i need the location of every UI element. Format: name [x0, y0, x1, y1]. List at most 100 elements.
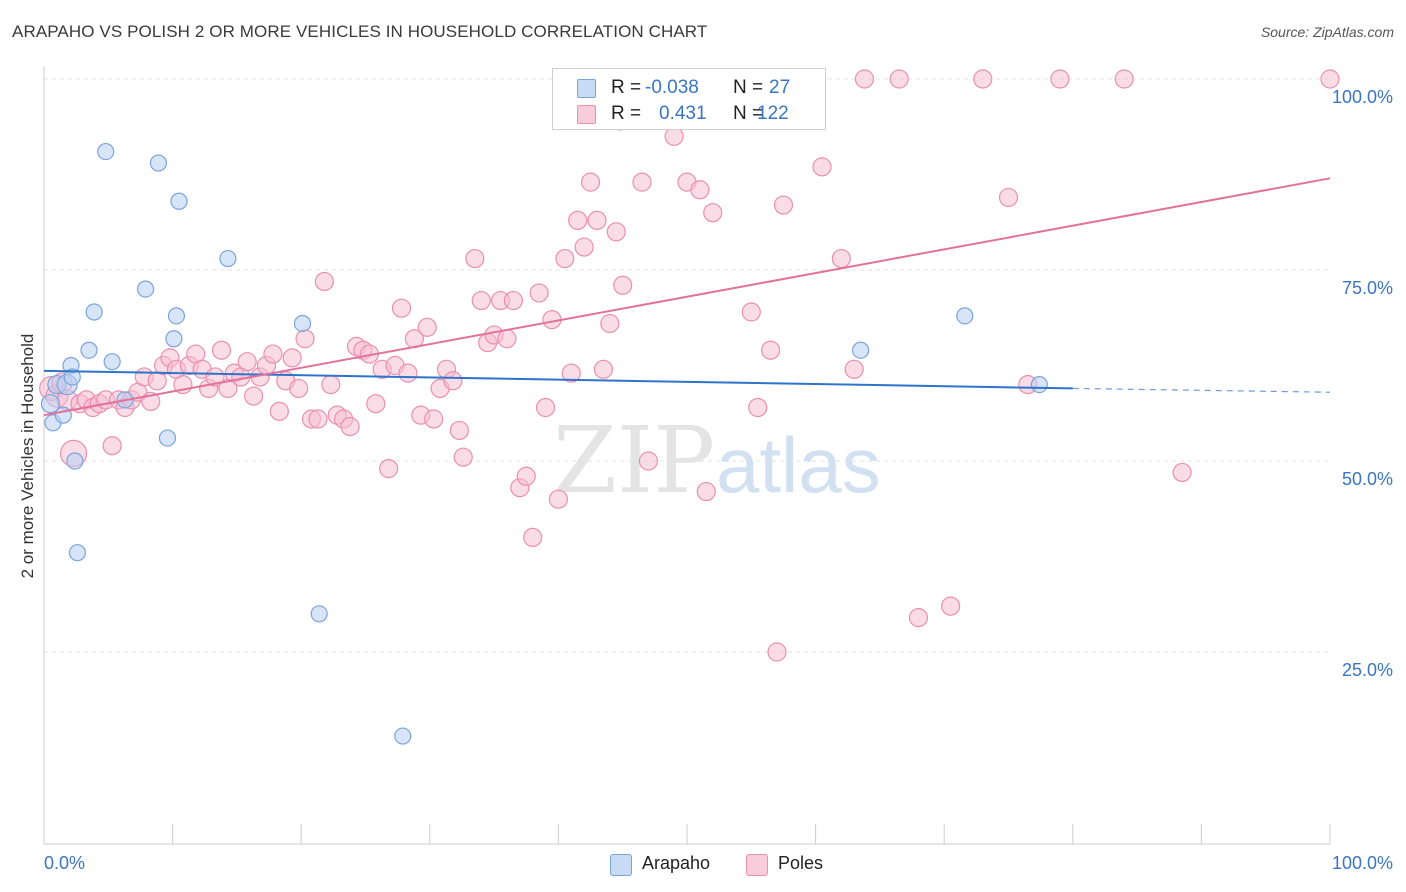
tick-labels: 25.0% 50.0% 75.0% 100.0% 0.0% 100.0% [44, 87, 1393, 873]
poles-point [529, 283, 549, 303]
arapaho-point [167, 307, 186, 325]
poles-point [417, 317, 437, 337]
poles-point [497, 329, 517, 349]
arapaho-legend-label: Arapaho [642, 853, 711, 873]
arapaho-point [170, 192, 188, 210]
poles-point [366, 394, 386, 414]
watermark-atlas: atlas [716, 421, 881, 509]
poles-point [844, 359, 864, 379]
poles-point [211, 340, 232, 360]
r-label: R = [611, 103, 642, 124]
poles-point [741, 302, 761, 322]
y-tick-label: 25.0% [1342, 660, 1393, 680]
poles-trend-line [43, 177, 1331, 417]
poles-point [443, 371, 463, 391]
poles-point [282, 348, 302, 368]
poles-points [39, 69, 1340, 662]
n-label: N = [733, 77, 764, 98]
poles-point [289, 378, 309, 399]
poles-point [690, 180, 710, 200]
arapaho-point [158, 429, 177, 447]
poles-point [340, 417, 360, 437]
poles-point [773, 195, 794, 215]
poles-point [812, 157, 832, 177]
poles-point [889, 69, 909, 89]
arapaho-point [66, 452, 84, 470]
poles-point [767, 642, 787, 662]
arapaho-trend-line [43, 369, 1073, 390]
axes [43, 66, 1331, 845]
trend-lines [43, 177, 1331, 417]
poles-point [613, 275, 633, 295]
legend-row-poles: R = 0.431 N = 122 [553, 101, 825, 127]
arapaho-point [136, 280, 155, 298]
poles-point [548, 489, 569, 509]
poles-point [321, 375, 341, 395]
poles-point [516, 466, 536, 486]
arapaho-point [165, 330, 183, 348]
poles-point [606, 222, 626, 242]
poles-point [308, 409, 328, 429]
poles-point [535, 397, 556, 418]
poles-point [465, 248, 485, 269]
poles-legend-swatch [746, 854, 768, 876]
poles-point [449, 420, 469, 441]
poles-point [1050, 69, 1070, 89]
poles-point [1114, 69, 1134, 89]
poles-point [587, 210, 607, 230]
poles-point [471, 290, 491, 311]
poles-point [314, 271, 334, 292]
poles-point [398, 363, 418, 383]
arapaho-point [68, 544, 87, 562]
arapaho-point [956, 307, 974, 325]
poles-point [973, 69, 993, 89]
arapaho-point [149, 154, 168, 172]
n-value-arapaho: 27 [769, 77, 791, 98]
arapaho-point [394, 727, 412, 745]
poles-point [831, 248, 851, 269]
poles-point [941, 596, 961, 616]
r-label: R = [611, 77, 642, 98]
poles-point [574, 237, 594, 257]
poles-point [391, 298, 412, 318]
poles-point [244, 386, 264, 406]
n-label: N = [733, 103, 764, 124]
poles-point [453, 447, 473, 467]
poles-point [696, 481, 716, 502]
poles-point [1320, 69, 1340, 89]
legend-row-arapaho: R = -0.038 N = 27 [553, 75, 825, 101]
poles-point [555, 248, 575, 269]
poles-point [568, 210, 588, 230]
arapaho-point [97, 142, 115, 161]
poles-point [632, 172, 652, 192]
arapaho-point [63, 368, 81, 386]
poles-point [102, 436, 122, 456]
poles-point [703, 203, 723, 223]
watermark: ZIP atlas [553, 407, 881, 514]
correlation-legend: R = -0.038 N = 27 R = 0.431 N = 122 [552, 68, 826, 130]
poles-point [263, 344, 283, 364]
poles-point [580, 172, 601, 192]
poles-point [600, 313, 620, 334]
poles-point [664, 126, 684, 146]
arapaho-point [852, 341, 870, 359]
x-tick-label: 100.0% [1332, 853, 1393, 873]
poles-point [638, 451, 659, 471]
poles-point [503, 290, 523, 311]
r-value-arapaho: -0.038 [645, 77, 699, 98]
y-tick-label: 100.0% [1332, 87, 1393, 107]
poles-point [424, 409, 444, 429]
arapaho-points [40, 142, 1048, 745]
arapaho-point [310, 605, 328, 623]
arapaho-point [219, 249, 237, 268]
poles-point [908, 608, 929, 628]
poles-point [269, 401, 289, 421]
poles-point [748, 397, 768, 418]
poles-legend-label: Poles [778, 853, 824, 873]
x-tick-label: 0.0% [44, 853, 85, 873]
poles-point [523, 527, 543, 548]
poles-point [561, 363, 581, 383]
poles-point [998, 187, 1019, 208]
poles-point [237, 352, 257, 372]
